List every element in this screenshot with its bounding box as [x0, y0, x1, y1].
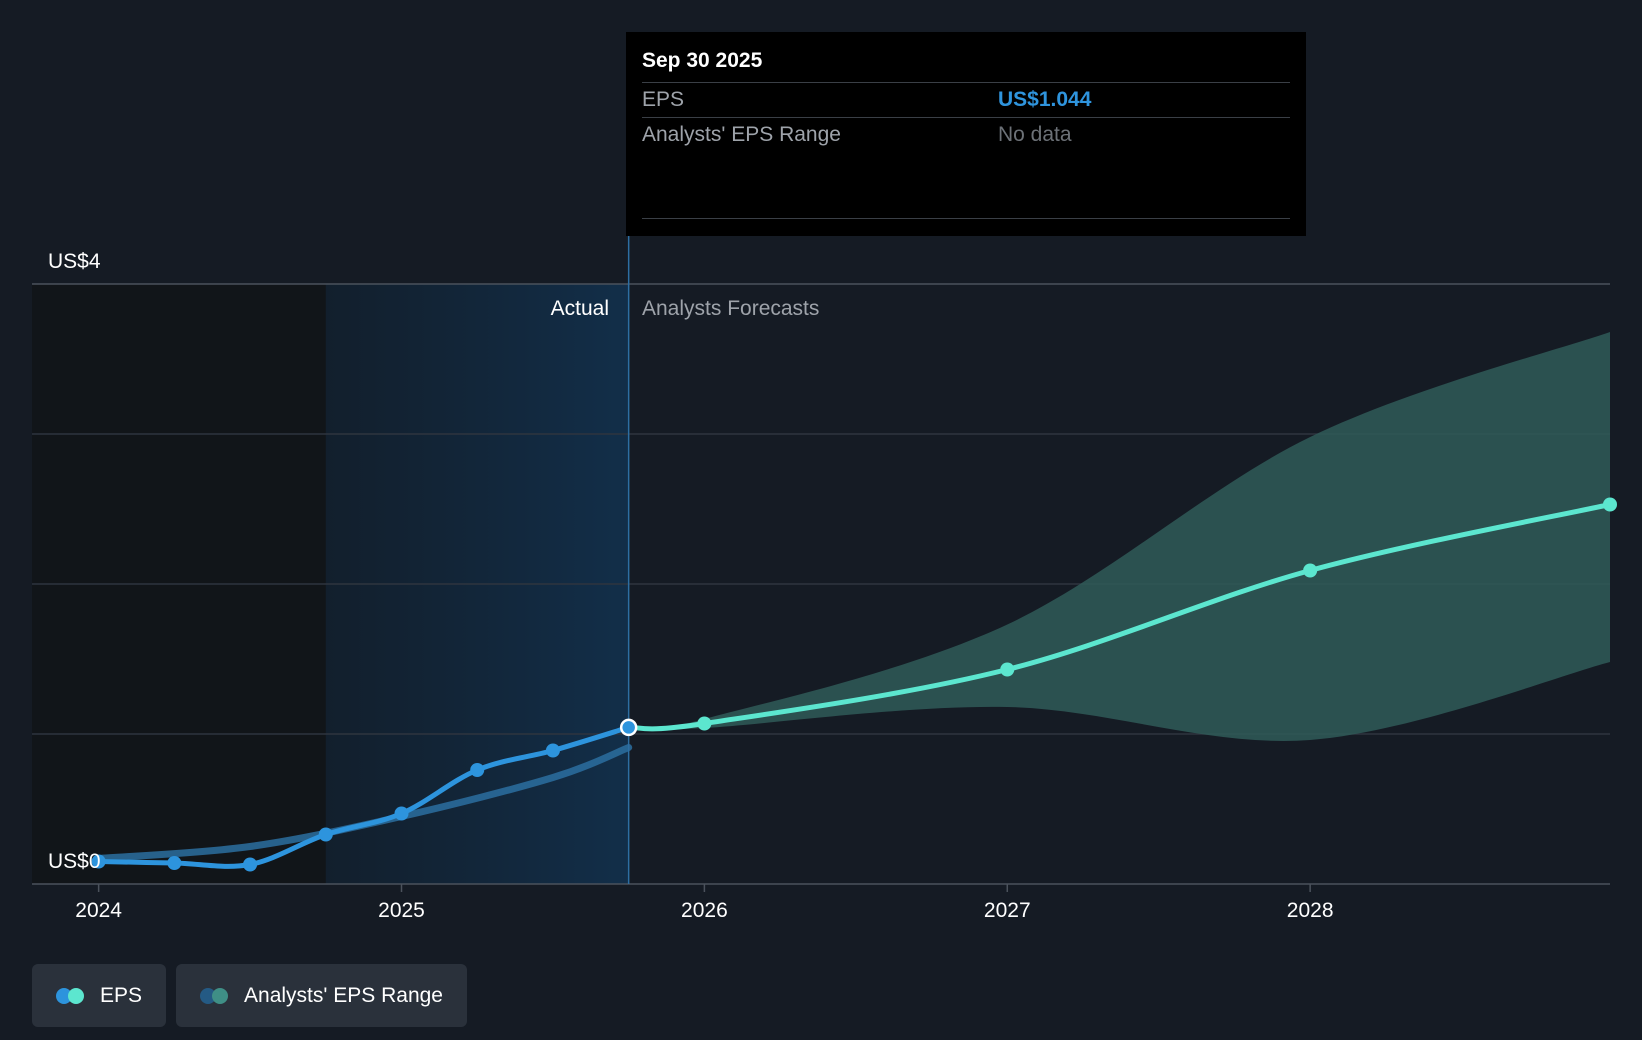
eps-point[interactable] — [1603, 497, 1617, 512]
analysts-eps-range-band — [628, 332, 1610, 741]
x-tick-label: 2026 — [681, 899, 728, 922]
eps-series-line — [96, 724, 632, 869]
tooltip-range-value: No data — [998, 123, 1072, 146]
eps-legend-icon — [56, 987, 86, 1004]
eps-point[interactable] — [167, 856, 182, 870]
tooltip-eps-value: US$1.044 — [998, 88, 1092, 111]
eps-point[interactable] — [318, 827, 333, 842]
tooltip-eps-label: EPS — [642, 88, 685, 111]
eps-point[interactable] — [1303, 563, 1318, 578]
eps-point-selected[interactable] — [619, 718, 638, 737]
eps-point[interactable] — [697, 716, 712, 731]
eps-point[interactable] — [394, 806, 409, 821]
x-tick-label: 2024 — [75, 899, 122, 922]
tooltip-row-eps: EPS US$1.044 — [642, 82, 1290, 117]
legend-label-eps: EPS — [100, 983, 143, 1007]
eps-point[interactable] — [1000, 662, 1015, 677]
legend-item-eps[interactable]: EPS — [32, 964, 167, 1027]
tooltip-row-range: Analysts' EPS Range No data — [642, 117, 1290, 152]
eps-point[interactable] — [243, 857, 258, 872]
legend: EPS Analysts' EPS Range — [32, 964, 467, 1027]
x-tick-label: 2028 — [1287, 899, 1334, 922]
tooltip: Sep 30 2025 EPS US$1.044 Analysts' EPS R… — [626, 32, 1306, 236]
tooltip-range-label: Analysts' EPS Range — [642, 123, 841, 146]
eps-point[interactable] — [545, 743, 560, 758]
legend-item-range[interactable]: Analysts' EPS Range — [176, 964, 467, 1027]
eps-point[interactable] — [91, 854, 106, 869]
legend-label-range: Analysts' EPS Range — [244, 983, 443, 1007]
y-axis-top-label: US$4 — [48, 250, 101, 273]
range-legend-icon — [200, 987, 230, 1004]
forecast-label: Analysts Forecasts — [642, 297, 819, 320]
x-tick-label: 2025 — [378, 899, 425, 922]
tooltip-divider — [642, 218, 1290, 219]
eps-point[interactable] — [470, 763, 485, 777]
tooltip-date: Sep 30 2025 — [642, 49, 763, 72]
x-tick-label: 2027 — [984, 899, 1031, 922]
actual-label: Actual — [551, 297, 609, 320]
y-axis-bottom-label: US$0 — [48, 850, 101, 873]
